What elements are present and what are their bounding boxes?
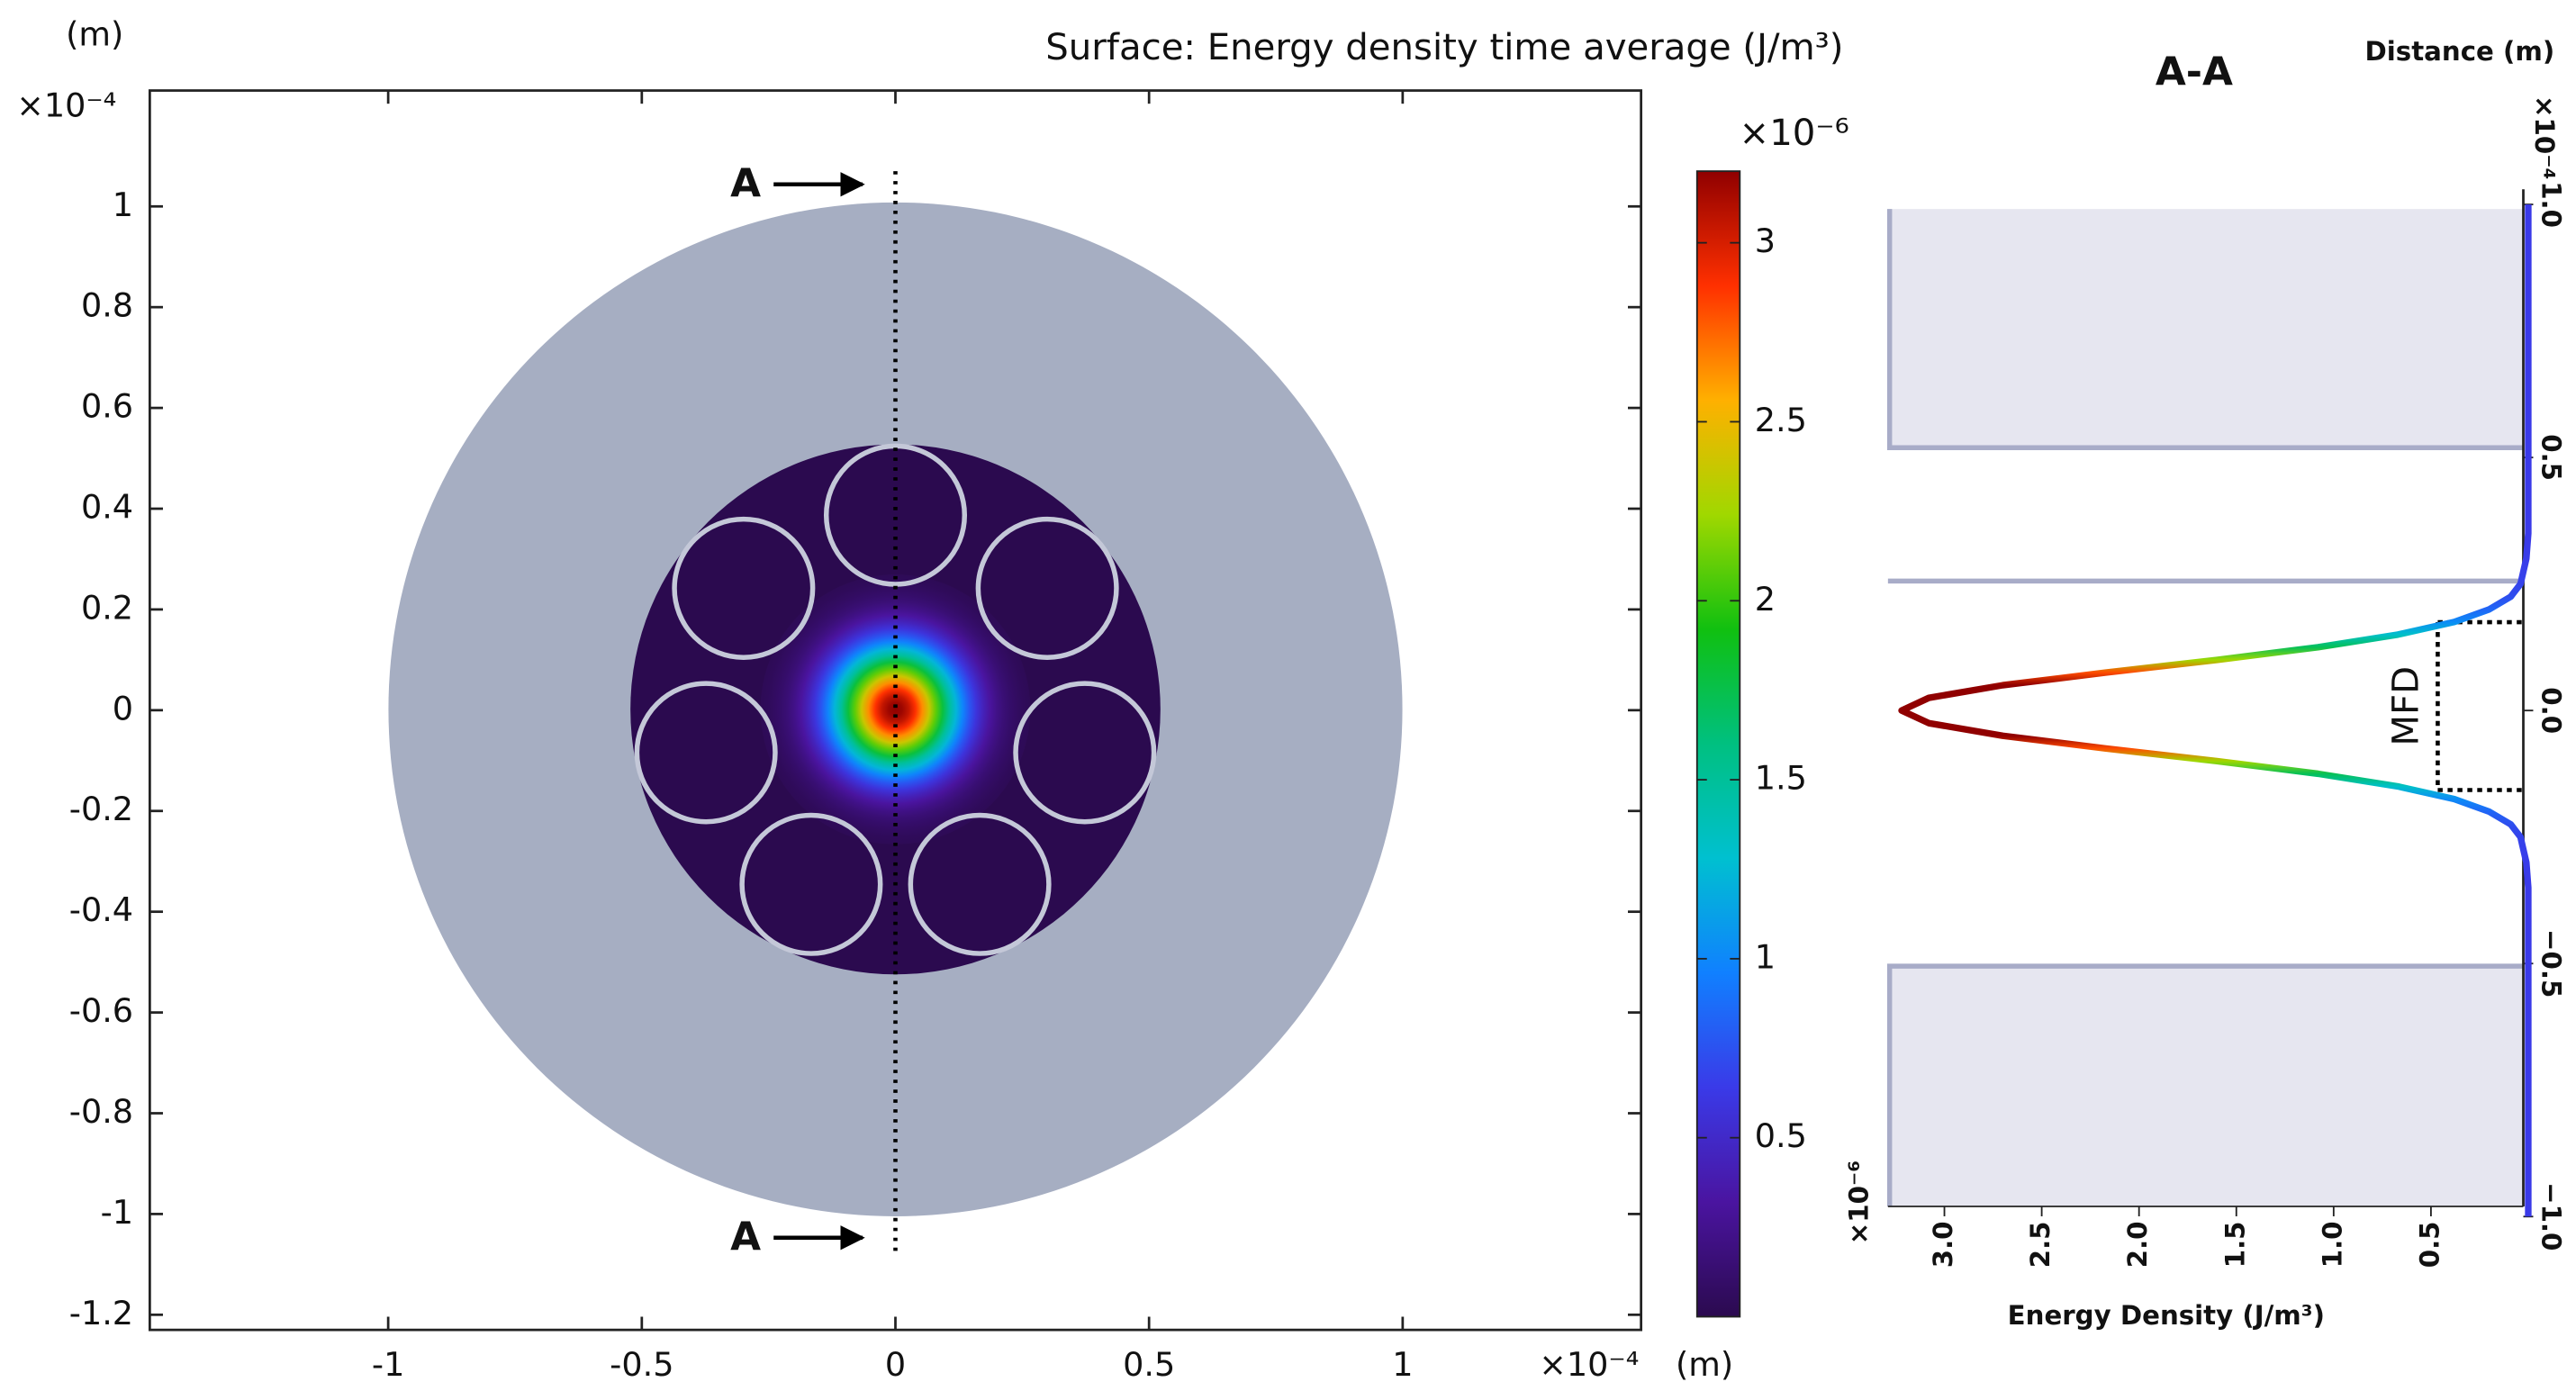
colorbar-tick-label: 1	[1755, 937, 1776, 976]
fiber-geometry	[388, 202, 1403, 1216]
tube-region	[1887, 966, 2524, 1207]
y-tick-label: 0.2	[81, 588, 133, 627]
x-axis-label: Energy Density (J/m³)	[2008, 1300, 2325, 1331]
y-tick-label: −1.0	[2535, 1182, 2566, 1251]
y-multiplier: ×10⁻⁴	[16, 86, 116, 124]
mfd-label: MFD	[2386, 666, 2427, 746]
y-tick-label: 1	[113, 185, 133, 224]
x-tick-label: 2.5	[2025, 1221, 2056, 1268]
colorbar-multiplier: ×10⁻⁶	[1740, 113, 1849, 154]
tube-region	[1887, 209, 2524, 448]
section-label: A	[730, 161, 761, 207]
y-tick-label: 0	[113, 689, 133, 727]
profile-title: A-A	[2156, 49, 2233, 95]
x-multiplier: ×10⁻⁴	[1539, 1345, 1639, 1384]
x-tick-label: 1.0	[2317, 1221, 2347, 1268]
x-tick-label: 2.0	[2122, 1221, 2153, 1268]
colorbar	[1695, 170, 1741, 1318]
x-tick-label: -0.5	[610, 1345, 673, 1384]
capillary	[1013, 681, 1157, 825]
tube-edge	[1886, 963, 2524, 1207]
y-tick-label: -0.2	[69, 790, 133, 828]
y-tick-label: -0.4	[69, 890, 133, 929]
y-tick-label: 0.6	[81, 387, 133, 426]
capillary	[739, 812, 883, 956]
profile-curve	[1898, 204, 2532, 1217]
y-tick-label: 0.0	[2535, 687, 2566, 734]
x-tick-label: 0	[885, 1345, 906, 1384]
y-axis-label: Distance (m)	[2365, 36, 2555, 67]
capillary	[823, 443, 968, 587]
x-tick-label: 0.5	[1123, 1345, 1175, 1384]
x-axis-label: (m)	[1676, 1345, 1733, 1384]
y-tick-label: −0.5	[2535, 929, 2566, 998]
x-tick-label: 1	[1392, 1345, 1413, 1384]
colorbar-tick-label: 2	[1755, 580, 1776, 619]
x-tick-label: 1.5	[2219, 1221, 2250, 1268]
y-tick-label: 0.5	[2535, 434, 2566, 481]
chart-title: Surface: Energy density time average (J/…	[1045, 27, 1843, 68]
capillary	[908, 812, 1052, 956]
y-axis-label: (m)	[66, 15, 123, 54]
y-multiplier: ×10⁻⁴	[2529, 95, 2560, 179]
x-multiplier: ×10⁻⁶	[1843, 1161, 1874, 1244]
x-tick-label: 0.5	[2414, 1221, 2445, 1268]
y-tick-label: 0.4	[81, 488, 133, 527]
colorbar-tick-label: 0.5	[1755, 1116, 1807, 1155]
y-tick-label: 0.8	[81, 286, 133, 325]
tube-edge	[1886, 209, 2524, 450]
y-tick-label: -0.8	[69, 1092, 133, 1131]
colorbar-tick-label: 3	[1755, 221, 1776, 260]
y-tick-label: -0.6	[69, 991, 133, 1030]
profile-geometry	[1886, 209, 2524, 1207]
x-tick-label: 3.0	[1928, 1221, 1958, 1268]
x-tick-label: -1	[372, 1345, 404, 1384]
section-label: A	[730, 1215, 761, 1260]
y-tick-label: -1	[101, 1193, 133, 1232]
y-tick-label: 1.0	[2535, 181, 2566, 228]
mode-field	[760, 574, 1031, 845]
y-tick-label: -1.2	[69, 1294, 133, 1332]
colorbar-tick-label: 2.5	[1755, 401, 1807, 439]
capillary	[672, 516, 816, 660]
colorbar-tick-label: 1.5	[1755, 759, 1807, 798]
capillary	[634, 681, 778, 825]
capillary	[975, 516, 1119, 660]
